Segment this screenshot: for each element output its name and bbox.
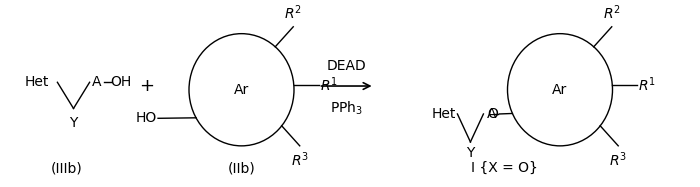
- Text: Het: Het: [25, 75, 49, 89]
- Text: (IIIb): (IIIb): [50, 161, 83, 175]
- Text: DEAD: DEAD: [327, 59, 366, 73]
- Text: OH: OH: [111, 75, 132, 89]
- Text: A: A: [486, 107, 496, 121]
- Text: (IIb): (IIb): [228, 161, 256, 175]
- Text: $R^2$: $R^2$: [284, 3, 302, 22]
- Text: I {X = O}: I {X = O}: [470, 161, 538, 175]
- Text: A: A: [92, 75, 102, 89]
- Text: Y: Y: [69, 116, 78, 130]
- Text: Ar: Ar: [234, 83, 249, 97]
- Text: +: +: [139, 77, 155, 95]
- Text: HO: HO: [136, 111, 157, 125]
- Text: Y: Y: [466, 146, 475, 160]
- Text: Ar: Ar: [552, 83, 568, 97]
- Text: O: O: [487, 107, 498, 121]
- Text: $R^1$: $R^1$: [320, 76, 337, 94]
- Text: $R^3$: $R^3$: [609, 151, 627, 169]
- Text: $R^2$: $R^2$: [603, 3, 621, 22]
- Text: $R^1$: $R^1$: [638, 76, 656, 94]
- Text: PPh$_3$: PPh$_3$: [330, 99, 363, 117]
- Text: $R^3$: $R^3$: [290, 151, 309, 169]
- Text: Het: Het: [432, 107, 456, 121]
